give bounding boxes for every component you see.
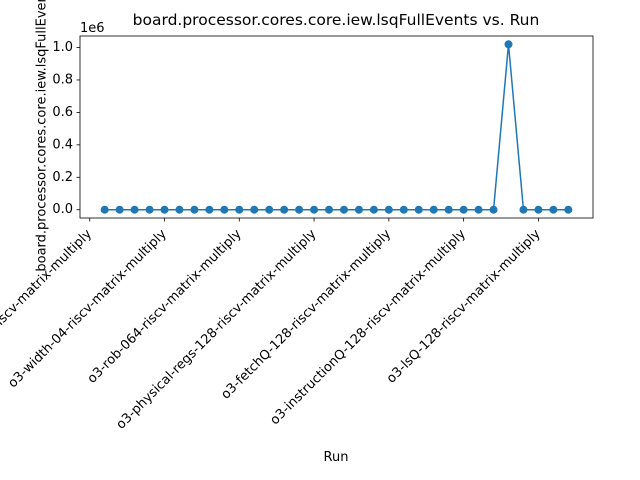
data-point <box>145 205 154 214</box>
data-point <box>384 205 393 214</box>
data-point <box>339 205 348 214</box>
x-tick-label: o3-rob-064-riscv-matrix-multiply <box>85 226 245 386</box>
plot-frame <box>79 35 594 219</box>
chart-title: board.processor.cores.core.iew.lsqFullEv… <box>133 11 540 29</box>
data-point <box>175 205 184 214</box>
data-point <box>130 205 139 214</box>
data-point <box>369 205 378 214</box>
data-point <box>429 205 438 214</box>
data-point <box>444 205 453 214</box>
y-tick-label: 1.0 <box>52 40 73 55</box>
data-point <box>325 205 334 214</box>
y-tick-label: 0.6 <box>52 105 73 120</box>
data-point <box>235 205 244 214</box>
x-tick-label: o3-lsQ-128-riscv-matrix-multiply <box>384 226 544 386</box>
x-tick-label: o3-width-04-riscv-matrix-multiply <box>5 226 170 391</box>
data-point <box>519 205 528 214</box>
data-point <box>220 205 229 214</box>
y-tick-label: 0.0 <box>52 202 73 217</box>
data-point <box>459 205 468 214</box>
data-point <box>489 205 498 214</box>
data-point <box>354 205 363 214</box>
x-tick-label: o3-fetchQ-128-riscv-matrix-multiply <box>218 226 394 402</box>
y-tick-label: 0.8 <box>52 72 73 87</box>
data-point <box>100 205 109 214</box>
y-offset-label: 1e6 <box>80 21 105 36</box>
data-point <box>504 40 513 49</box>
data-point <box>280 205 289 214</box>
y-tick-label: 0.4 <box>52 137 73 152</box>
x-axis-label: Run <box>324 450 349 465</box>
data-point <box>115 205 124 214</box>
data-point <box>414 205 423 214</box>
data-point <box>160 205 169 214</box>
data-point <box>564 205 573 214</box>
y-tick-label: 0.2 <box>52 170 73 185</box>
data-point <box>190 205 199 214</box>
data-point <box>205 205 214 214</box>
data-point <box>265 205 274 214</box>
data-point <box>534 205 543 214</box>
data-point <box>474 205 483 214</box>
data-point <box>399 205 408 214</box>
data-point <box>250 205 259 214</box>
data-line <box>104 44 569 211</box>
y-axis-label: board.processor.cores.core.iew.lsqFullEv… <box>35 0 50 272</box>
data-point <box>310 205 319 214</box>
data-point <box>549 205 558 214</box>
data-point <box>295 205 304 214</box>
